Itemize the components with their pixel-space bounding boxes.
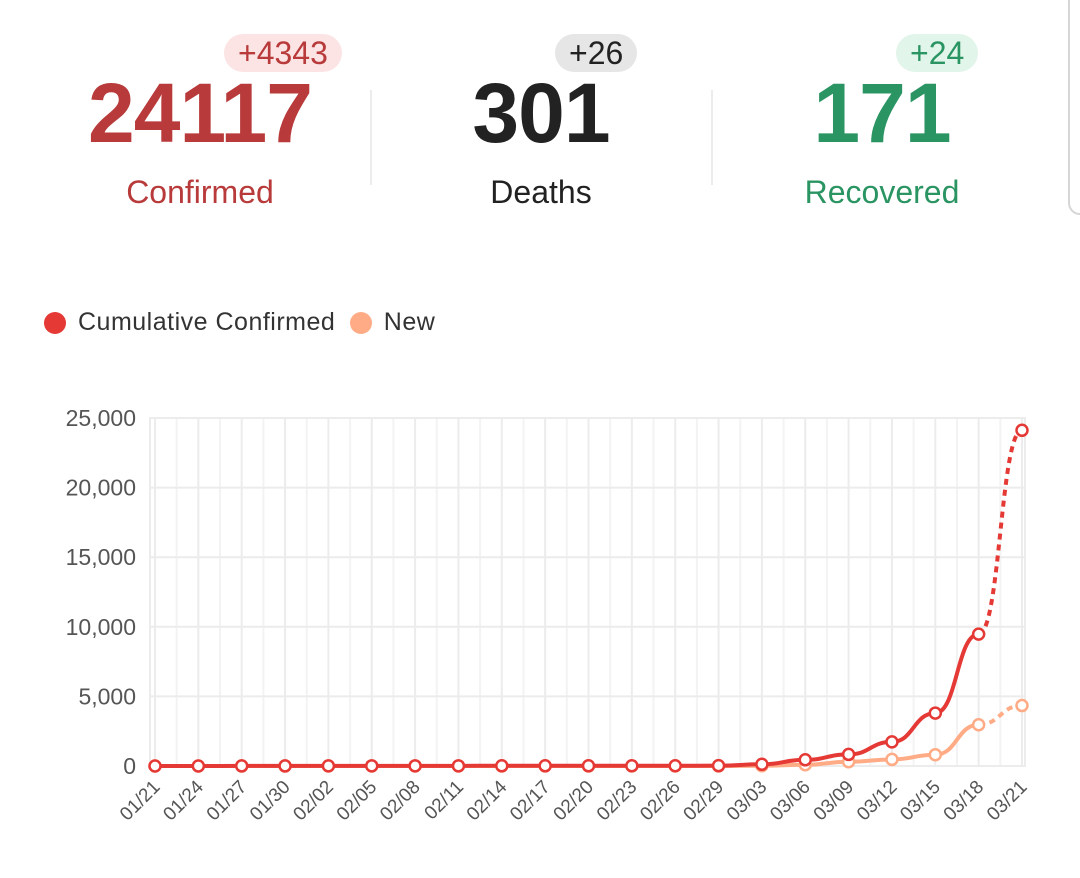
x-tick-label: 03/03 (723, 777, 771, 825)
x-tick-label: 03/06 (766, 777, 814, 825)
x-tick-label: 02/17 (506, 777, 554, 825)
data-point-new (928, 747, 943, 762)
recovered-value: 171 (813, 66, 951, 160)
x-tick-label: 02/29 (680, 777, 728, 825)
line-chart: 0 5,000 10,000 15,000 20,000 25,000 01/2101/24… (66, 405, 1032, 825)
data-point-cumulative (625, 759, 639, 773)
data-point-new (885, 752, 899, 767)
y-tick-label: 0 (123, 753, 136, 779)
data-point-cumulative (1015, 423, 1029, 438)
y-tick-label: 25,000 (66, 405, 136, 431)
y-tick-label: 10,000 (66, 614, 136, 640)
y-tick-label: 15,000 (66, 544, 136, 570)
x-tick-label: 01/30 (246, 777, 294, 825)
data-point-cumulative (234, 759, 249, 773)
legend-label-new: New (383, 308, 436, 336)
series-line-projection-cumulative (977, 428, 1023, 637)
stat-divider (711, 90, 713, 185)
deaths-value: 301 (472, 66, 610, 160)
deaths-stat: +26 301 Deaths (371, 0, 711, 230)
data-point-cumulative (538, 759, 552, 773)
legend-item-new[interactable]: New (349, 308, 436, 337)
stat-divider (370, 90, 372, 185)
x-tick-label: 03/09 (810, 777, 858, 825)
data-point-cumulative (668, 759, 682, 773)
x-tick-label: 01/27 (203, 777, 251, 825)
x-tick-label: 02/26 (636, 777, 684, 825)
x-tick-label: 02/11 (421, 777, 468, 824)
data-point-cumulative (495, 759, 509, 773)
recovered-label: Recovered (804, 174, 960, 210)
confirmed-value: 24117 (88, 66, 313, 160)
data-point-cumulative (928, 706, 943, 720)
data-point-cumulative (798, 753, 812, 767)
x-tick-label: 03/18 (940, 777, 988, 825)
legend-label-cumulative: Cumulative Confirmed (78, 308, 336, 336)
stats-summary: +4343 24117 Confirmed +26 301 Deaths +24… (0, 0, 1080, 240)
x-tick-label: 03/15 (896, 777, 944, 825)
legend-dot-cumulative (44, 311, 66, 334)
x-tick-label: 02/20 (550, 777, 598, 825)
x-tick-label: 01/24 (159, 776, 208, 825)
confirmed-stat: +4343 24117 Confirmed (30, 0, 370, 230)
data-point-cumulative (191, 759, 206, 773)
data-point-new (1015, 698, 1029, 713)
x-tick-label: 02/02 (289, 777, 337, 825)
x-tick-label: 02/23 (593, 777, 641, 825)
data-point-cumulative (971, 627, 986, 641)
x-tick-label: 02/08 (376, 777, 424, 825)
confirmed-delta-badge: +4343 (224, 34, 342, 72)
data-point-cumulative (365, 759, 379, 773)
data-point-cumulative (755, 757, 769, 772)
data-point-cumulative (148, 759, 162, 773)
x-tick-label: 03/21 (983, 777, 1031, 825)
legend-dot-new (349, 311, 372, 334)
deaths-delta-badge: +26 (555, 34, 638, 72)
y-tick-label: 20,000 (66, 475, 136, 501)
x-tick-label: 02/14 (463, 776, 512, 825)
y-tick-label: 5,000 (78, 683, 136, 709)
data-point-cumulative (321, 759, 336, 773)
deaths-label: Deaths (490, 174, 592, 210)
legend-item-cumulative[interactable]: Cumulative Confirmed (44, 308, 335, 337)
x-tick-label: 01/21 (116, 777, 164, 825)
data-point-cumulative (885, 735, 899, 749)
series-line-cumulative (153, 632, 981, 768)
recovered-delta-badge: +24 (896, 34, 979, 72)
x-tick-label: 02/05 (333, 777, 381, 825)
data-point-cumulative (408, 759, 422, 773)
recovered-stat: +24 171 Recovered (712, 0, 1052, 230)
data-point-new (971, 717, 986, 732)
data-point-cumulative (841, 747, 856, 762)
data-point-cumulative (451, 759, 466, 773)
data-point-cumulative (581, 759, 596, 773)
data-point-cumulative (711, 758, 726, 773)
x-tick-label: 03/12 (853, 777, 901, 825)
confirmed-label: Confirmed (126, 174, 274, 210)
chart-legend: Cumulative Confirmed New (44, 308, 445, 348)
data-point-cumulative (278, 759, 292, 773)
